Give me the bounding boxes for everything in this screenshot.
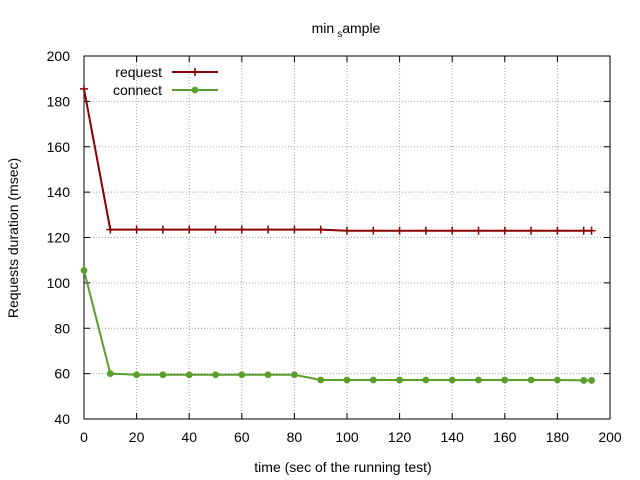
y-tick-label: 140: [47, 184, 71, 200]
point-marker-connect: [317, 376, 325, 384]
x-tick-label: 160: [493, 429, 517, 445]
point-marker-request: [158, 225, 167, 234]
y-tick-label: 120: [47, 230, 71, 246]
point-marker-request: [500, 226, 509, 235]
point-marker-request: [264, 225, 273, 234]
point-marker-request: [343, 226, 351, 235]
point-marker-request: [132, 225, 141, 234]
x-axis-ticks: 0 20 40 60 80 100 120 140 160 180 200: [80, 56, 622, 445]
point-marker-request: [185, 225, 194, 234]
series-connect: [80, 266, 595, 384]
x-tick-label: 180: [546, 429, 570, 445]
y-tick-label: 80: [54, 320, 70, 336]
x-tick-label: 120: [388, 429, 412, 445]
y-tick-label: 160: [47, 139, 71, 155]
y-tick-label: 200: [47, 48, 71, 64]
point-marker-connect: [369, 376, 377, 384]
point-marker-connect: [396, 376, 403, 384]
point-marker-request: [290, 225, 299, 234]
series-line-connect: [83, 270, 592, 382]
point-marker-connect: [80, 266, 88, 274]
grid-lines: [84, 56, 610, 419]
chart-title: min sample: [312, 20, 381, 40]
series-request: [80, 84, 596, 235]
point-marker-connect: [343, 376, 351, 384]
point-marker-request: [80, 84, 88, 93]
point-marker-connect: [588, 377, 595, 384]
point-marker-request: [587, 226, 596, 235]
y-tick-label: 180: [47, 93, 71, 109]
legend: request connect: [113, 64, 218, 98]
y-tick-label: 40: [54, 411, 70, 427]
legend-label-request: request: [115, 64, 162, 80]
point-marker-request: [395, 226, 404, 235]
point-marker-request: [553, 226, 562, 235]
x-tick-label: 80: [287, 429, 303, 445]
y-axis-ticks: 40 60 80 100 120 140 160 180 200: [47, 48, 610, 427]
chart-title-subscript: s: [337, 29, 342, 40]
point-marker-connect: [475, 376, 482, 384]
legend-label-connect: connect: [113, 82, 162, 98]
point-marker-request: [474, 226, 483, 235]
y-tick-label: 100: [47, 275, 71, 291]
point-marker-connect: [238, 371, 246, 379]
x-tick-label: 200: [598, 429, 622, 445]
point-marker-request: [369, 226, 378, 235]
point-marker-request: [527, 226, 536, 235]
point-marker-request: [448, 226, 457, 235]
x-tick-label: 20: [129, 429, 145, 445]
point-marker-connect: [106, 370, 114, 378]
x-axis-label: time (sec of the running test): [254, 459, 431, 475]
chart-title-rest: ample: [342, 20, 380, 36]
point-marker-request: [106, 225, 115, 234]
point-marker-connect: [212, 371, 219, 379]
point-marker-connect: [501, 376, 509, 384]
x-tick-label: 140: [441, 429, 465, 445]
point-marker-request: [421, 226, 430, 235]
point-marker-connect: [448, 376, 456, 384]
y-tick-label: 60: [54, 366, 70, 382]
point-marker-request: [579, 226, 588, 235]
point-marker-connect: [527, 376, 535, 384]
point-marker-connect: [191, 86, 199, 94]
x-tick-label: 0: [80, 429, 88, 445]
x-tick-label: 60: [234, 429, 250, 445]
point-marker-request: [191, 68, 199, 76]
x-tick-label: 100: [335, 429, 359, 445]
point-marker-connect: [554, 376, 561, 384]
point-marker-connect: [422, 376, 430, 384]
x-tick-label: 40: [181, 429, 197, 445]
series-group: [80, 84, 596, 384]
point-marker-request: [316, 225, 325, 234]
point-marker-connect: [580, 377, 588, 384]
point-marker-connect: [264, 371, 272, 379]
point-marker-connect: [185, 371, 193, 379]
y-axis-label: Requests duration (msec): [5, 158, 21, 318]
point-marker-connect: [159, 371, 167, 379]
series-line-request: [83, 88, 592, 232]
point-marker-connect: [133, 371, 141, 379]
chart-title-main: min: [312, 20, 335, 36]
point-marker-request: [237, 225, 246, 234]
point-marker-connect: [291, 371, 298, 379]
point-marker-request: [211, 225, 220, 234]
